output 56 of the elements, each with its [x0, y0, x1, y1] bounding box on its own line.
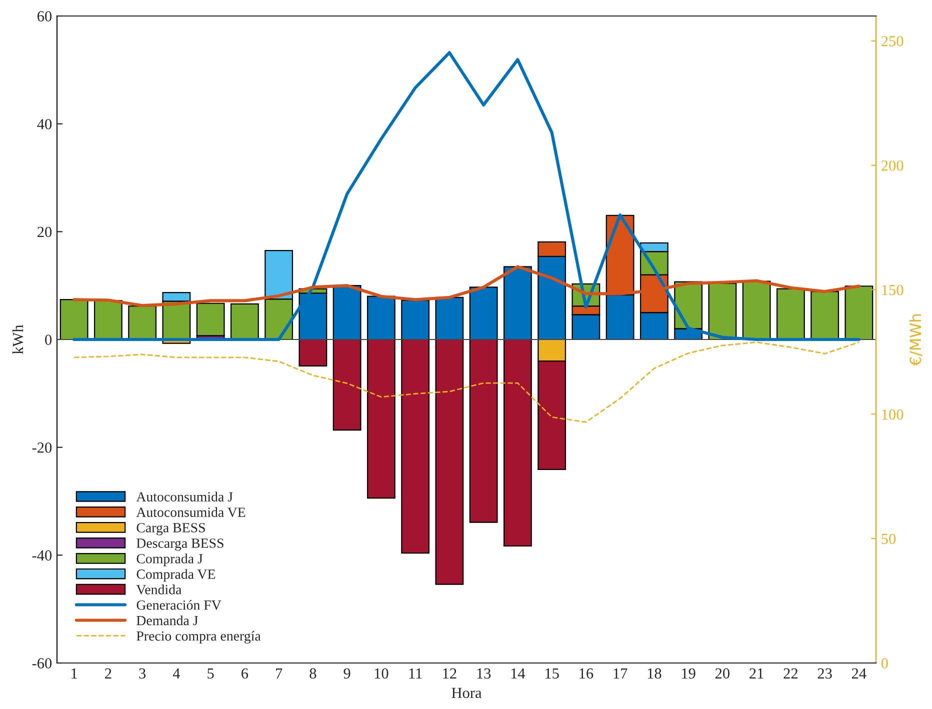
x-axis-title: Hora [452, 688, 482, 698]
legend-label: Autoconsumida J [136, 492, 233, 502]
y2-tick-label: 250 [882, 36, 904, 46]
y-tick-label: -40 [32, 550, 52, 561]
y2-tick-label: 50 [882, 534, 896, 544]
x-tick-label: 6 [242, 668, 248, 679]
legend-label: Comprada VE [136, 569, 216, 582]
x-tick-label: 2 [105, 668, 112, 678]
y2-axis-title: €/MWh [909, 314, 922, 366]
x-tick-label: 24 [852, 668, 866, 678]
x-tick-label: 13 [477, 668, 491, 679]
y-axis-title: kWh [12, 324, 24, 354]
legend-label: Precio compra energía [136, 630, 261, 644]
x-tick-label: 17 [614, 668, 628, 678]
y2-tick-label: 200 [882, 160, 904, 171]
x-tick-label: 1 [72, 668, 77, 678]
x-tick-label: 14 [511, 668, 526, 678]
y2-tick-label: 100 [882, 409, 904, 420]
y-tick-label: 0 [45, 334, 52, 345]
y-tick-label: 20 [38, 226, 52, 238]
x-tick-label: 18 [648, 668, 662, 679]
legend-label: Descarga BESS [136, 538, 224, 551]
y2-tick-label: 150 [882, 284, 904, 296]
legend-label: Carga BESS [136, 523, 205, 536]
legend-label: Demanda J [136, 615, 198, 626]
x-tick-label: 21 [750, 668, 764, 678]
bar [196, 302, 225, 336]
x-tick-label: 20 [715, 668, 730, 679]
bar [844, 286, 874, 340]
y-tick-label: 60 [38, 11, 52, 22]
bar [60, 299, 88, 340]
legend-label: Comprada J [136, 554, 203, 566]
x-tick-label: 9 [344, 668, 350, 679]
x-tick-label: 12 [443, 668, 456, 678]
x-tick-label: 10 [374, 668, 388, 679]
bar [708, 282, 737, 340]
y2-tick-label: 0 [881, 658, 888, 668]
x-tick-label: 5 [208, 668, 214, 679]
line-series [73, 342, 860, 423]
line-series [72, 51, 860, 342]
x-tick-label: 22 [784, 668, 798, 678]
x-tick-label: 3 [139, 668, 146, 679]
x-tick-label: 23 [818, 668, 832, 679]
x-tick-label: 8 [310, 668, 316, 679]
x-tick-label: 11 [409, 668, 422, 678]
y-tick-label: -20 [32, 442, 52, 453]
x-tick-label: 16 [580, 668, 594, 679]
legend-label: Vendida [136, 584, 182, 594]
y-tick-label: -60 [32, 658, 52, 668]
legend-label: Generación FV [136, 600, 222, 610]
y-tick-label: 40 [37, 118, 52, 130]
x-tick-label: 15 [546, 668, 559, 679]
legend-label: Autoconsumida VE [136, 507, 246, 518]
x-tick-label: 4 [172, 668, 180, 678]
x-tick-label: 7 [276, 668, 282, 678]
x-tick-label: 19 [682, 668, 696, 679]
